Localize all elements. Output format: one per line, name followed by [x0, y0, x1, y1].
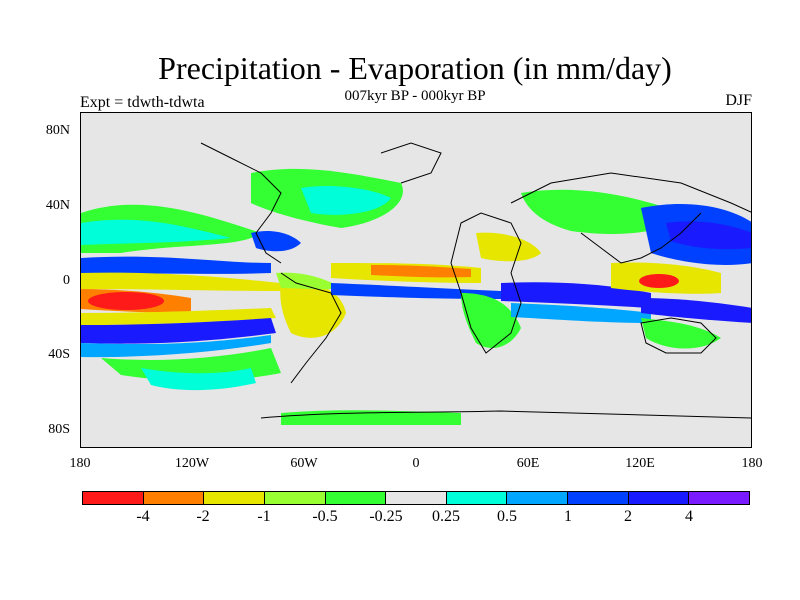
map-title: Precipitation - Evaporation (in mm/day) [158, 50, 672, 86]
field-north-atlantic-cyan [301, 186, 391, 215]
map-subtitle: 007kyr BP - 000kyr BP [344, 88, 486, 104]
field-spcz-lightblue [81, 335, 271, 358]
colorbar-segment [325, 492, 387, 504]
lon-label-120w: 120W [174, 456, 210, 471]
field-north-pacific-cyan [81, 219, 231, 245]
experiment-label: Expt = tdwth-tdwta [80, 94, 205, 111]
field-eq-pacific-blue [81, 256, 271, 274]
lat-label-40n: 40N [45, 198, 70, 213]
colorbar-segment [264, 492, 326, 504]
colorbar-segment [83, 492, 144, 504]
lat-label-40s: 40S [48, 347, 70, 362]
season-label: DJF [725, 92, 752, 109]
lon-label-60e: 60E [516, 456, 540, 471]
map-plot [80, 112, 752, 448]
colorbar-segment [507, 492, 569, 504]
lon-label-180e: 180 [741, 456, 763, 471]
colorbar [82, 491, 750, 505]
colorbar-segment [143, 492, 205, 504]
field-south-america-yellow [280, 281, 346, 338]
field-east-asia-darkblue [666, 221, 751, 250]
colorbar-label: -4 [136, 508, 150, 525]
colorbar-segment [446, 492, 508, 504]
field-africa-yellow [476, 232, 541, 262]
field-caribbean-blue [251, 231, 301, 252]
colorbar-label: -1 [257, 508, 271, 525]
colorbar-label: 0.5 [497, 508, 517, 525]
map-field [81, 142, 751, 425]
colorbar-label: -0.5 [312, 508, 338, 525]
colorbar-label: -0.25 [369, 508, 403, 525]
colorbar-label: 2 [624, 508, 632, 525]
lat-label-0: 0 [63, 273, 70, 288]
field-asia-green [521, 189, 681, 234]
lon-label-120e: 120E [625, 456, 655, 471]
field-south-america-green [276, 272, 341, 290]
field-atlantic-blue [331, 283, 501, 299]
lon-label-180w: 180 [69, 456, 91, 471]
lat-label-80s: 80S [48, 422, 70, 437]
lat-label-80n: 80N [45, 123, 70, 138]
lon-label-0: 0 [412, 456, 420, 471]
colorbar-label: 1 [564, 508, 572, 525]
lon-label-60w: 60W [290, 456, 318, 471]
field-eq-pacific-yellow [81, 272, 281, 291]
field-africa-green [461, 293, 521, 348]
field-central-pacific-red [88, 292, 164, 310]
coastlines [200, 142, 751, 419]
field-south-pacific-cyan [141, 368, 256, 391]
colorbar-label: -2 [196, 508, 210, 525]
field-spcz-yellow [81, 308, 276, 325]
colorbar-segment [628, 492, 690, 504]
field-australia-green [641, 318, 721, 349]
field-spcz-blue [81, 318, 276, 344]
colorbar-segment [689, 492, 750, 504]
colorbar-label: 4 [685, 508, 693, 525]
colorbar-segment [568, 492, 629, 504]
field-indian-lightblue [511, 303, 651, 323]
field-maritime-red [639, 274, 679, 288]
field-west-pacific-blue [641, 298, 751, 323]
colorbar-segment [386, 492, 447, 504]
colorbar-segment [204, 492, 265, 504]
colorbar-label: 0.25 [432, 508, 460, 525]
field-atlantic-itcz-orange [371, 265, 471, 278]
field-indian-blue [501, 282, 651, 308]
